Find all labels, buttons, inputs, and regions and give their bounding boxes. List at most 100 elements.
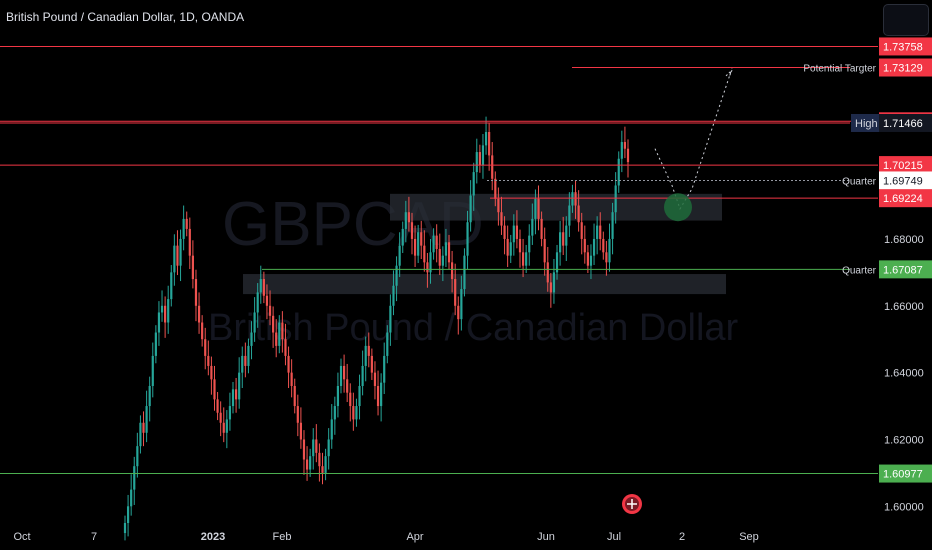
candle-body — [231, 389, 235, 407]
candle-118 — [488, 122, 491, 171]
candle-body — [420, 232, 423, 246]
candle-104 — [444, 228, 448, 268]
toolbar-button[interactable] — [883, 4, 929, 36]
candle-14 — [167, 285, 170, 334]
candle-body — [262, 279, 265, 296]
candle-41 — [250, 321, 253, 360]
candle-body — [383, 355, 386, 383]
candle-58 — [302, 430, 306, 475]
candle-body — [176, 245, 179, 266]
candle-90 — [401, 221, 404, 253]
candle-157 — [608, 223, 611, 272]
chart-title: British Pound / Canadian Dollar, 1D, OAN… — [6, 10, 245, 24]
candle-body — [330, 419, 333, 440]
last-price-tag: 1.70215 — [883, 160, 923, 172]
candle-body — [515, 225, 519, 239]
candle-34 — [228, 392, 232, 431]
candle-body — [407, 212, 411, 223]
price-tag: 1.69749 — [883, 175, 923, 187]
candle-160 — [617, 151, 620, 193]
candle-29 — [213, 365, 216, 411]
candle-147 — [577, 190, 580, 232]
candle-86 — [389, 294, 392, 346]
candle-119 — [491, 142, 494, 191]
candle-body — [410, 222, 414, 239]
candle-117 — [484, 116, 488, 155]
candle-body — [518, 238, 522, 253]
candle-body — [380, 382, 383, 407]
candle-71 — [342, 354, 346, 393]
price-tag: 1.71466 — [883, 118, 923, 130]
candle-body — [500, 212, 503, 226]
candle-38 — [241, 346, 244, 388]
candle-body — [559, 232, 562, 253]
x-tick-label: 2023 — [201, 531, 225, 543]
projection-arrow — [725, 69, 733, 78]
candle-42 — [253, 297, 256, 342]
candle-body — [151, 355, 154, 386]
level-label: Potential Targter — [803, 64, 876, 75]
candle-body — [605, 252, 608, 263]
candle-body — [247, 345, 250, 366]
candle-body — [188, 228, 191, 256]
candle-75 — [355, 398, 358, 427]
candle-3 — [133, 456, 136, 505]
candle-5 — [139, 415, 142, 454]
candle-body — [296, 406, 299, 423]
candle-0 — [123, 515, 127, 541]
candle-143 — [565, 216, 568, 262]
candle-11 — [157, 301, 161, 346]
candle-63 — [318, 443, 321, 482]
candle-body — [432, 235, 435, 253]
candle-body — [355, 406, 358, 420]
candle-body — [460, 289, 463, 320]
candle-body — [321, 466, 324, 473]
candle-154 — [599, 212, 602, 251]
x-tick-label: Apr — [406, 531, 423, 543]
candle-body — [157, 312, 161, 333]
candle-110 — [463, 248, 466, 297]
candle-body — [475, 152, 478, 173]
candle-107 — [454, 263, 457, 316]
candle-body — [620, 142, 623, 159]
candle-10 — [154, 325, 157, 364]
candle-136 — [543, 227, 546, 276]
candle-body — [339, 365, 343, 386]
candle-body — [596, 225, 599, 239]
candle-body — [185, 218, 188, 229]
candle-16 — [173, 234, 176, 286]
candle-body — [389, 305, 392, 333]
candle-body — [234, 389, 238, 400]
candle-134 — [537, 185, 540, 231]
candle-44 — [259, 265, 262, 304]
candle-body — [309, 456, 312, 470]
candle-76 — [358, 374, 361, 420]
candle-body — [623, 142, 627, 149]
candle-body — [130, 489, 133, 507]
candle-body — [299, 422, 302, 440]
candle-body — [592, 238, 596, 256]
candle-120 — [494, 171, 497, 207]
candle-body — [136, 446, 139, 467]
candle-body — [395, 265, 398, 286]
candle-114 — [475, 138, 478, 184]
candle-144 — [568, 192, 571, 237]
support-zone-2 — [243, 274, 726, 295]
price-tag-bg — [879, 58, 932, 77]
candle-body — [441, 255, 444, 266]
candle-50 — [278, 315, 281, 354]
candle-150 — [586, 244, 589, 274]
candle-15 — [170, 265, 173, 307]
candle-body — [589, 255, 593, 266]
candle-92 — [407, 196, 411, 232]
candle-65 — [324, 448, 327, 481]
candle-body — [191, 255, 194, 280]
candle-body — [537, 198, 540, 219]
candle-132 — [531, 203, 534, 245]
candle-body — [327, 439, 330, 457]
candle-153 — [596, 216, 599, 255]
candle-body — [617, 158, 620, 186]
candle-body — [126, 506, 130, 524]
candle-body — [373, 372, 377, 386]
